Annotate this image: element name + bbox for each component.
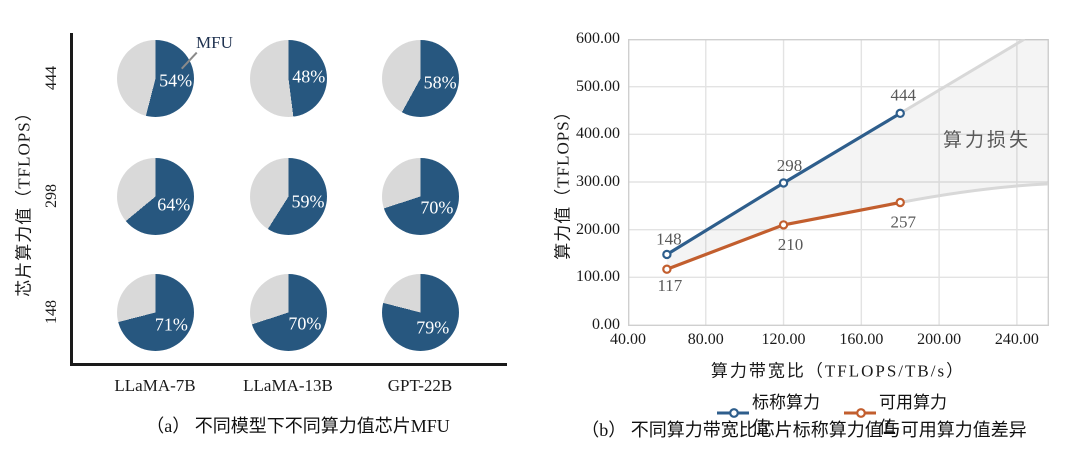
panel-a-row-tick: 444	[43, 66, 60, 90]
nominal-data-label: 444	[890, 85, 916, 104]
legend-line-marker-icon	[844, 408, 876, 418]
pie-value-label: 79%	[416, 317, 450, 338]
panel-a-x-axis-line	[70, 363, 507, 366]
pie-value-label: 70%	[288, 313, 322, 334]
panel-b-y-tick: 0.00	[592, 316, 620, 333]
panel-b-x-axis-title: 算力带宽比（TFLOPS/TB/s）	[710, 361, 966, 381]
panel-a-y-axis-line	[70, 33, 73, 366]
pie-value-label: 54%	[159, 70, 193, 91]
lower-projection-line	[899, 182, 1049, 204]
mfu-annotation: MFU	[196, 33, 233, 52]
legend-label: 可用算力值	[879, 393, 947, 437]
panel-b-y-tick: 600.00	[576, 30, 620, 47]
panel-b-caption: （b） 不同算力带宽比芯片标称算力值与可用算力值差异	[581, 420, 1027, 440]
available-data-label: 257	[890, 212, 916, 231]
pie-148-LLaMA-13B: 70%	[249, 273, 327, 351]
panel-b-y-tick: 200.00	[576, 220, 620, 238]
available-marker	[895, 197, 905, 208]
legend: 标称算力值 可用算力值	[717, 388, 959, 438]
pie-298-GPT-22B: 70%	[381, 157, 459, 235]
available-data-label: 210	[778, 235, 804, 254]
pie-444-LLaMA-7B: 54%	[116, 39, 194, 117]
available-data-label: 117	[657, 276, 682, 295]
legend-item: 标称算力值	[717, 388, 832, 438]
pie-148-GPT-22B: 79%	[381, 273, 459, 351]
nominal-marker	[662, 249, 672, 260]
pie-value-label: 48%	[292, 66, 326, 87]
panel-b-x-tick: 240.00	[994, 331, 1039, 348]
available-marker	[778, 220, 789, 230]
pie-298-LLaMA-13B: 59%	[249, 157, 327, 235]
panel-a-col-label: GPT-22B	[387, 376, 453, 395]
panel-b-x-tick: 40.00	[610, 331, 646, 348]
available-marker	[662, 264, 672, 274]
nominal-data-label: 148	[656, 229, 682, 248]
pie-298-LLaMA-7B: 64%	[116, 157, 194, 235]
pie-value-label: 64%	[157, 194, 191, 215]
panel-a-row-tick: 298	[43, 184, 60, 208]
panel-b-y-tick: 400.00	[576, 125, 620, 143]
panel-b-y-tick: 500.00	[576, 77, 620, 95]
nominal-data-label: 298	[777, 156, 803, 175]
panel-a-caption: （a） 不同模型下不同算力值芯片MFU	[146, 416, 450, 436]
panel-a-col-label: LLaMA-7B	[114, 376, 196, 395]
panel-b-x-tick: 80.00	[687, 331, 724, 348]
pie-148-LLaMA-7B: 71%	[116, 273, 194, 351]
loss-area-annotation: 算力损失	[943, 130, 1032, 151]
panel-b-x-tick: 120.00	[761, 331, 806, 348]
pie-value-label: 70%	[420, 197, 454, 218]
plot-border	[628, 39, 1049, 326]
legend-item: 可用算力值	[844, 388, 959, 438]
panel-a-row-tick: 148	[43, 300, 60, 324]
loss-fill-area	[666, 39, 1048, 270]
pie-444-LLaMA-13B: 48%	[249, 39, 327, 117]
pie-value-label: 59%	[291, 191, 325, 212]
legend-line-marker-icon	[717, 408, 749, 418]
panel-b-x-tick: 200.00	[917, 331, 962, 348]
panel-a-y-axis-title: 芯片算力值（TFLOPS）	[14, 103, 34, 297]
pie-value-label: 71%	[154, 314, 188, 335]
pie-value-label: 58%	[423, 72, 457, 93]
panel-b-y-tick: 100.00	[576, 268, 620, 286]
panel-b-y-tick: 300.00	[576, 173, 620, 190]
nominal-marker	[895, 108, 905, 119]
pie-444-GPT-22B: 58%	[381, 39, 459, 117]
upper-projection-line	[899, 39, 1026, 115]
nominal-marker	[778, 178, 789, 188]
panel-a-col-label: LLaMA-13B	[243, 376, 333, 395]
line-chart: 148 298 444 117 210 257	[628, 39, 1049, 326]
legend-label: 标称算力值	[752, 393, 820, 437]
panel-b-x-tick: 160.00	[839, 331, 884, 348]
